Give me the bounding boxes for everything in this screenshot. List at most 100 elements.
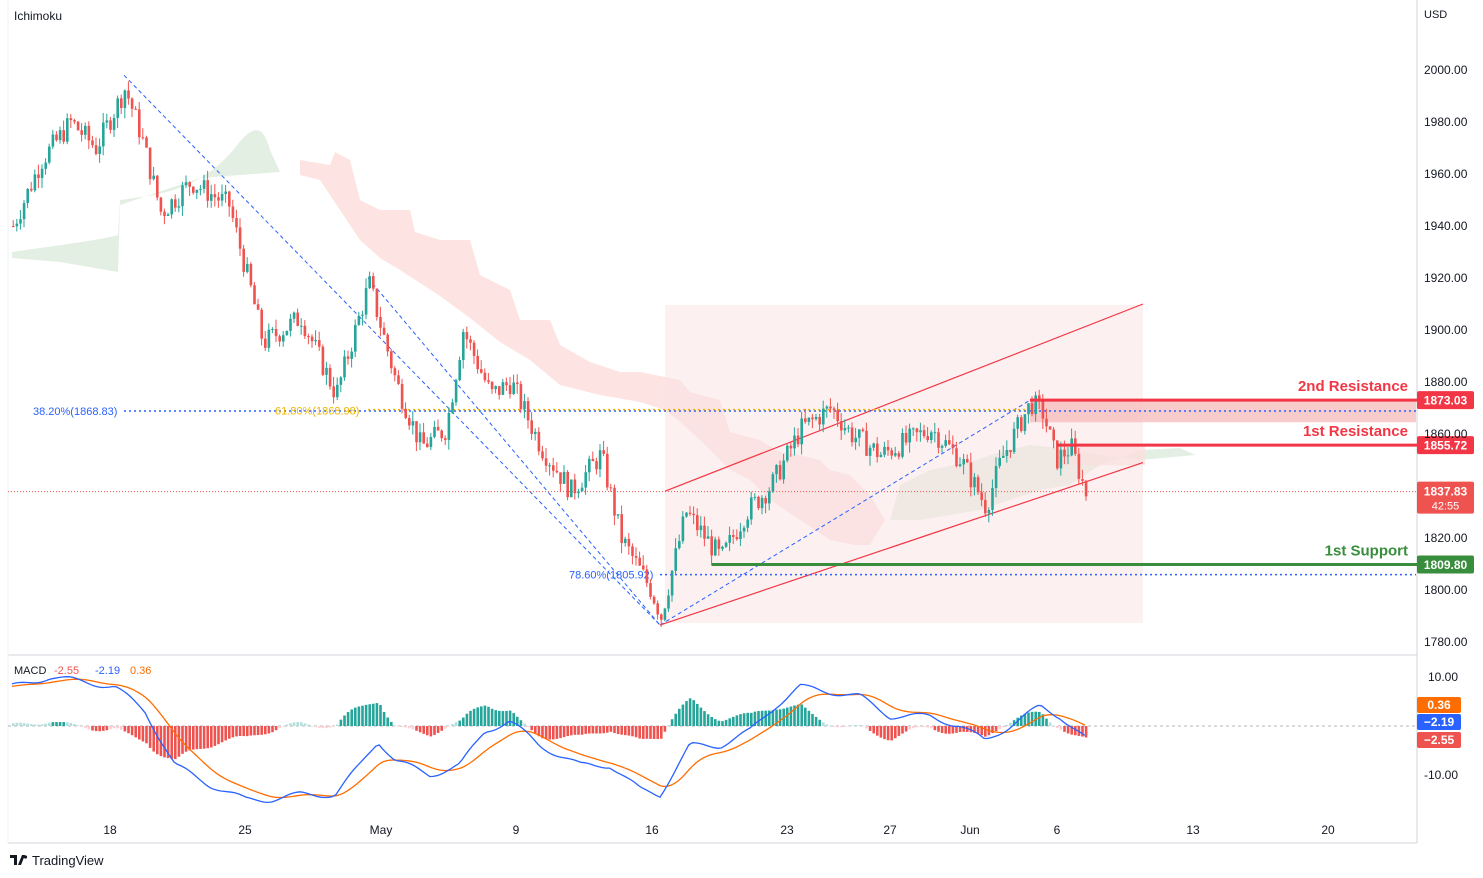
candle-body xyxy=(980,492,983,500)
macd-histogram-bar xyxy=(303,723,307,726)
macd-histogram-bar xyxy=(40,724,44,726)
macd-histogram-bar xyxy=(1066,726,1070,734)
macd-histogram-bar xyxy=(58,721,62,726)
candle-body xyxy=(865,430,868,456)
candle-body xyxy=(242,248,245,272)
level-price-badge xyxy=(1417,555,1474,574)
macd-histogram-bar xyxy=(652,726,656,740)
candle-body xyxy=(1048,426,1052,430)
candle-body xyxy=(624,538,627,544)
candle-body xyxy=(30,188,33,191)
candle-body xyxy=(699,525,703,531)
macd-histogram-bar xyxy=(973,726,976,733)
candle-body xyxy=(1084,480,1088,497)
candle-body xyxy=(847,427,850,429)
candle-body xyxy=(1038,395,1041,401)
candle-body xyxy=(858,429,861,438)
candle-body xyxy=(829,406,832,409)
time-tick-label: 16 xyxy=(645,823,659,837)
candle-body xyxy=(40,168,44,179)
macd-histogram-bar xyxy=(714,719,717,726)
macd-histogram-bar xyxy=(361,705,364,726)
macd-histogram-bar xyxy=(915,726,919,728)
candle-body xyxy=(422,432,425,444)
candle-body xyxy=(958,464,962,467)
macd-label: MACD xyxy=(14,665,46,677)
fib-trendline-3 xyxy=(659,399,1031,626)
candle-body xyxy=(469,339,472,343)
candle-body xyxy=(501,382,505,395)
macd-histogram-bar xyxy=(76,725,80,726)
candle-body xyxy=(714,539,717,556)
macd-histogram-bar xyxy=(530,726,533,731)
bar-countdown: 42:55 xyxy=(1432,501,1460,513)
macd-histogram-bar xyxy=(1052,725,1055,727)
macd-histogram-bar xyxy=(462,717,465,726)
macd-histogram-bar xyxy=(717,720,721,726)
time-tick-label: 23 xyxy=(780,823,794,837)
candle-body xyxy=(1020,417,1023,432)
macd-histogram-bar xyxy=(411,726,415,730)
candle-body xyxy=(645,569,649,584)
candle-body xyxy=(807,417,811,422)
macd-histogram-bar xyxy=(1084,726,1088,738)
macd-tick-label: 10.00 xyxy=(1428,670,1458,684)
candle-body xyxy=(1005,450,1009,456)
candle-body xyxy=(217,197,220,201)
candle-body xyxy=(271,328,274,330)
candle-body xyxy=(786,445,789,461)
resistance-zone xyxy=(1030,400,1416,423)
candle-body xyxy=(206,180,209,201)
candle-body xyxy=(771,474,775,492)
macd-histogram-bar xyxy=(858,725,861,726)
macd-histogram-bar xyxy=(278,726,281,729)
candle-body xyxy=(184,182,188,186)
candle-body xyxy=(332,386,335,398)
level-price-badge xyxy=(1417,391,1474,410)
macd-histogram-bar xyxy=(487,706,490,726)
macd-histogram-bar xyxy=(548,726,551,740)
macd-histogram-bar xyxy=(318,726,321,728)
macd-value-badge xyxy=(1417,697,1461,713)
candle-body xyxy=(55,134,58,141)
candle-body xyxy=(1012,428,1016,453)
candle-body xyxy=(915,428,919,433)
macd-histogram-bar xyxy=(840,726,843,728)
macd-histogram-bar xyxy=(264,726,267,735)
macd-histogram-bar xyxy=(1048,722,1052,726)
macd-histogram-bar xyxy=(1009,722,1012,726)
candle-body xyxy=(382,327,386,335)
macd-histogram-bar xyxy=(944,726,947,734)
macd-histogram-bar xyxy=(404,726,407,728)
candle-body xyxy=(307,336,310,338)
candle-body xyxy=(912,428,915,430)
macd-histogram-bar xyxy=(436,726,440,733)
candle-body xyxy=(48,146,51,163)
candle-body xyxy=(804,418,807,422)
macd-histogram-bar xyxy=(670,719,674,726)
macd-histogram-bar xyxy=(832,726,836,727)
candle-body xyxy=(483,372,487,381)
macd-histogram-bar xyxy=(26,723,29,726)
candle-body xyxy=(526,401,530,421)
macd-histogram-bar xyxy=(123,726,127,732)
macd-histogram-bar xyxy=(696,703,699,726)
candle-body xyxy=(278,336,281,342)
candle-body xyxy=(494,386,497,390)
macd-value-badge-text: −2.55 xyxy=(1424,733,1455,747)
macd-histogram-bar xyxy=(811,713,814,726)
candle-body xyxy=(318,340,321,347)
macd-histogram-bar xyxy=(217,726,220,745)
candle-body xyxy=(562,471,566,484)
time-tick-label: 25 xyxy=(238,823,252,837)
macd-histogram-bar xyxy=(764,710,767,726)
macd-histogram-bar xyxy=(134,726,137,738)
candle-body xyxy=(1077,453,1081,479)
macd-histogram-bar xyxy=(127,726,130,734)
candle-body xyxy=(627,538,631,547)
candle-body xyxy=(998,457,1001,467)
candle-body xyxy=(613,487,616,516)
macd-histogram-bar xyxy=(847,726,850,727)
macd-histogram-bar xyxy=(152,726,155,752)
